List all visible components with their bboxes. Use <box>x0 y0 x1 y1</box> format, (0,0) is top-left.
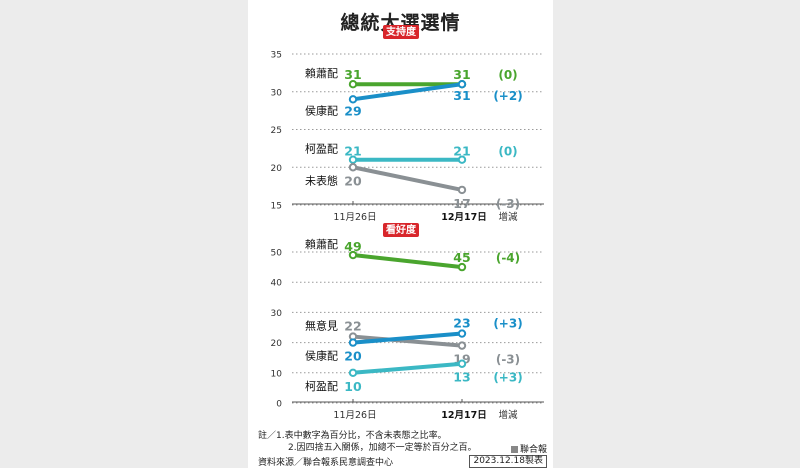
page-title: 總統大選選情 <box>340 12 461 34</box>
series-name: 柯盈配 <box>305 380 338 393</box>
series-name: 未表態 <box>305 173 338 187</box>
data-point <box>457 185 467 195</box>
data-point <box>348 95 358 104</box>
y-tick-label: 40 <box>271 279 283 289</box>
y-tick-label: 35 <box>271 51 282 61</box>
footnote-2: 2.因四捨五入關係，加總不一定等於百分之百。 <box>288 443 477 453</box>
footnotes: 註／1.表中數字為百分比，不含未表態之比率。 2.因四捨五入關係，加總不一定等於… <box>258 430 548 454</box>
series-line <box>351 331 464 345</box>
change-label: (-3) <box>496 353 520 367</box>
data-label: 22 <box>344 319 361 334</box>
y-tick-label: 50 <box>271 249 283 259</box>
data-point <box>457 262 467 272</box>
data-point <box>457 341 467 350</box>
change-label: (+2) <box>493 89 522 103</box>
left-margin <box>0 0 248 468</box>
data-label: 31 <box>344 67 361 82</box>
y-tick-label: 30 <box>271 309 283 319</box>
series-name: 侯康配 <box>305 103 338 117</box>
x-tick-label: 12月17日 <box>441 410 486 421</box>
y-tick-label: 15 <box>271 202 282 212</box>
y-tick-label: 10 <box>271 369 283 379</box>
data-point <box>457 80 467 89</box>
y-tick-label: 30 <box>271 88 283 98</box>
y-tick-label: 20 <box>271 339 283 349</box>
data-point <box>348 368 358 377</box>
series-name: 無意見 <box>305 319 338 333</box>
data-label: 17 <box>453 196 470 211</box>
data-label: 31 <box>453 88 470 103</box>
series-name: 侯康配 <box>305 349 338 363</box>
series-line <box>351 253 464 270</box>
y-tick-label: 25 <box>271 126 282 136</box>
brand-label: 聯合報 <box>511 442 547 455</box>
data-point <box>348 163 358 172</box>
infographic-panel: 總統大選選情 15 20 25 30 35 支持度 11月26日 12月17日 增減 賴蕭配 31 3… <box>248 0 553 468</box>
change-label: (-4) <box>496 251 520 265</box>
data-point <box>348 250 358 260</box>
change-label: (0) <box>498 145 517 159</box>
y-tick-label: 0 <box>276 400 282 410</box>
series-name: 賴蕭配 <box>305 237 338 251</box>
series-line <box>351 165 464 192</box>
source-label: 資料來源／聯合報系民意調查中心 <box>258 458 394 468</box>
footnote-1: 註／1.表中數字為百分比，不含未表態之比率。 <box>258 431 447 441</box>
series-line <box>351 361 464 375</box>
data-point <box>457 155 467 164</box>
series-line <box>351 334 464 348</box>
data-label: 49 <box>344 239 361 254</box>
change-label: (+3) <box>493 317 522 331</box>
x-tick-label: 11月26日 <box>333 212 376 223</box>
data-label: 21 <box>453 144 470 159</box>
change-header: 增減 <box>498 211 518 223</box>
badge-box <box>383 25 419 39</box>
y-tick-label: 20 <box>271 164 283 174</box>
badge-box <box>383 223 419 237</box>
change-header: 增減 <box>498 409 518 421</box>
badge-label: 看好度 <box>386 223 417 236</box>
series-name: 柯盈配 <box>305 143 338 156</box>
change-label: (+3) <box>493 371 522 385</box>
change-label: (-3) <box>496 197 520 211</box>
data-point <box>348 338 358 347</box>
data-label: 20 <box>344 349 362 364</box>
data-point <box>348 155 358 164</box>
x-tick-label: 11月26日 <box>333 410 376 421</box>
data-label: 21 <box>344 144 361 159</box>
data-label: 13 <box>453 370 470 385</box>
badge-label: 支持度 <box>385 25 417 38</box>
series-line <box>351 82 464 102</box>
data-label: 10 <box>344 379 362 394</box>
data-label: 29 <box>344 103 361 118</box>
data-point <box>457 359 467 368</box>
x-tick-label: 12月17日 <box>441 212 486 223</box>
right-margin <box>553 0 800 468</box>
data-label: 45 <box>453 250 470 265</box>
data-label: 20 <box>344 173 362 188</box>
date-label: 2023.12.18製表 <box>469 455 547 468</box>
data-label: 31 <box>453 67 470 82</box>
data-point <box>457 329 467 338</box>
data-point <box>348 80 358 89</box>
data-label: 23 <box>453 316 470 331</box>
series-name: 賴蕭配 <box>305 66 338 80</box>
change-label: (0) <box>498 68 517 82</box>
